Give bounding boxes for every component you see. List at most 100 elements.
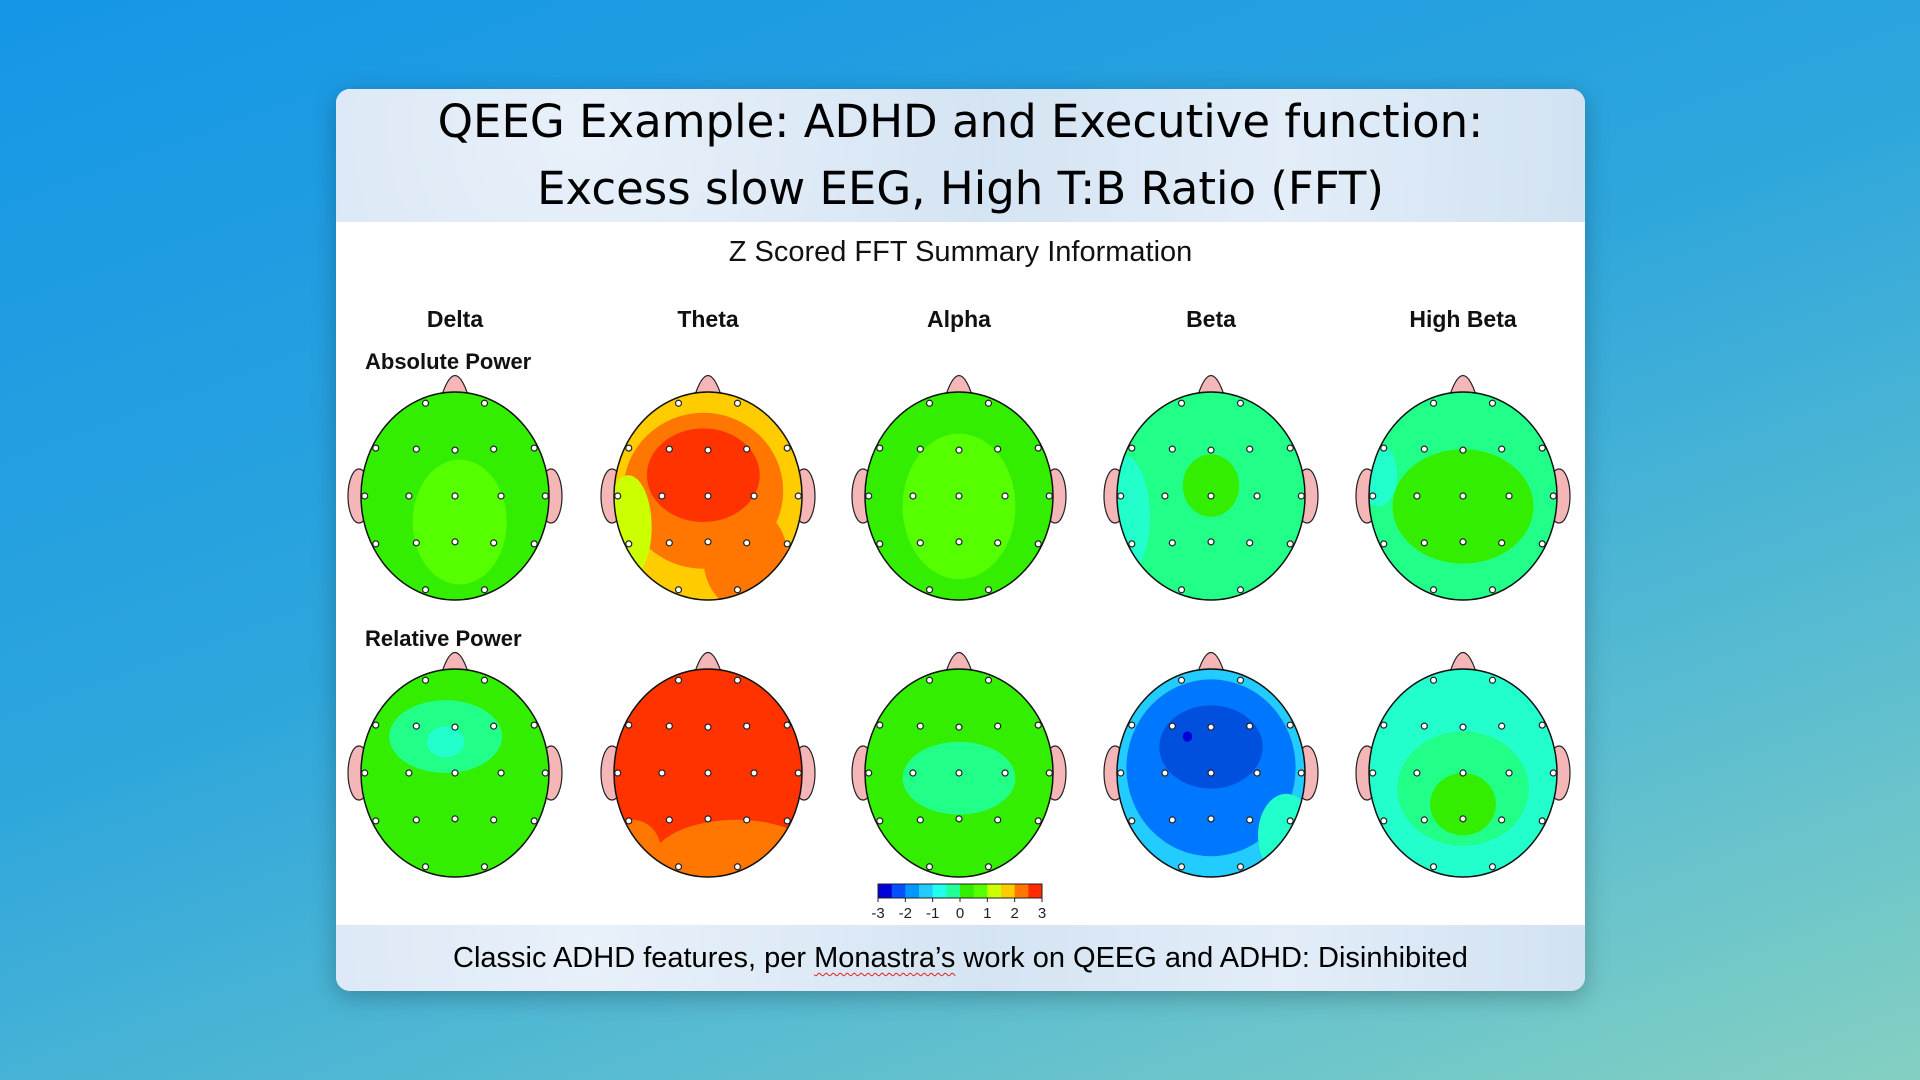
- electrode: [1161, 769, 1169, 777]
- footer-text-start: Classic ADHD features, per: [453, 942, 815, 974]
- electrode: [480, 399, 489, 407]
- electrode: [1207, 492, 1215, 500]
- row-label-relative-power: Relative Power: [365, 626, 522, 651]
- electrode: [994, 539, 1002, 547]
- electrode: [480, 676, 489, 684]
- electrode: [1177, 399, 1186, 407]
- head-map-theta-absolute: [600, 374, 816, 601]
- electrode: [1286, 540, 1294, 548]
- colorbar-segment: [946, 884, 961, 898]
- electrode: [1380, 540, 1388, 548]
- head-outline: [1116, 391, 1306, 601]
- electrode: [1246, 445, 1254, 453]
- electrode: [674, 586, 683, 594]
- electrode: [665, 539, 673, 547]
- head-outline: [613, 668, 803, 878]
- electrode: [405, 769, 413, 777]
- map-region: [651, 819, 802, 877]
- electrode: [733, 399, 742, 407]
- electrode: [1034, 817, 1042, 825]
- electrode: [490, 445, 498, 453]
- electrode: [1549, 769, 1557, 777]
- electrode: [955, 723, 963, 731]
- electrode: [955, 769, 963, 777]
- electrode: [1177, 676, 1186, 684]
- colorbar-segment: [891, 884, 906, 898]
- spellcheck-flagged-word[interactable]: Monastra’s: [814, 942, 956, 974]
- row-label-absolute-power: Absolute Power: [365, 349, 532, 374]
- colorbar-tick-label: -3: [871, 905, 884, 922]
- electrode: [865, 492, 873, 500]
- colorbar-tick-label: -2: [899, 905, 912, 922]
- electrode: [1001, 492, 1009, 500]
- electrode: [665, 722, 673, 730]
- electrode: [1429, 676, 1438, 684]
- electrode: [665, 445, 673, 453]
- electrode: [1459, 769, 1467, 777]
- electrode: [916, 445, 924, 453]
- electrode: [1429, 863, 1438, 871]
- electrode: [1161, 492, 1169, 500]
- colorbar-segment: [960, 884, 975, 898]
- electrode: [1168, 445, 1176, 453]
- electrode: [421, 399, 430, 407]
- colorbar-tick-label: 3: [1038, 905, 1046, 922]
- electrode: [497, 769, 505, 777]
- electrode: [530, 444, 538, 452]
- electrode: [984, 863, 993, 871]
- electrode: [743, 816, 751, 824]
- electrode: [733, 586, 742, 594]
- electrode: [421, 676, 430, 684]
- electrode: [704, 815, 712, 823]
- electrode: [925, 863, 934, 871]
- electrode: [876, 721, 884, 729]
- electrode: [1538, 444, 1546, 452]
- electrode: [955, 538, 963, 546]
- slide: QEEG Example: ADHD and Executive functio…: [336, 89, 1585, 991]
- head-outline: [1116, 668, 1306, 878]
- electrode: [665, 816, 673, 824]
- electrode: [1498, 445, 1506, 453]
- colorbar-segment: [919, 884, 934, 898]
- electrode: [1498, 539, 1506, 547]
- electrode: [1459, 446, 1467, 454]
- electrode: [1207, 446, 1215, 454]
- colorbar-tick-label: 1: [983, 905, 991, 922]
- footer-band: Classic ADHD features, per Monastra’s wo…: [336, 925, 1585, 991]
- electrode: [909, 769, 917, 777]
- electrode: [372, 444, 380, 452]
- electrode: [955, 815, 963, 823]
- electrode: [451, 492, 459, 500]
- colorbar-tick-label: -1: [926, 905, 939, 922]
- electrode: [1380, 721, 1388, 729]
- electrode: [658, 492, 666, 500]
- electrode: [733, 676, 742, 684]
- electrode: [451, 723, 459, 731]
- electrode: [658, 769, 666, 777]
- electrode: [1034, 540, 1042, 548]
- colorbar-tick-label: 0: [956, 905, 964, 922]
- electrode: [1207, 538, 1215, 546]
- head-map-alpha-absolute: [851, 374, 1067, 601]
- electrode: [412, 722, 420, 730]
- electrode: [1045, 769, 1053, 777]
- electrode: [743, 445, 751, 453]
- electrode: [1286, 444, 1294, 452]
- electrode: [1488, 863, 1497, 871]
- electrode: [1001, 769, 1009, 777]
- electrode: [994, 445, 1002, 453]
- electrode: [925, 399, 934, 407]
- electrode: [1246, 722, 1254, 730]
- slide-title-line-1: QEEG Example: ADHD and Executive functio…: [437, 95, 1484, 148]
- electrode: [1177, 586, 1186, 594]
- electrode: [490, 816, 498, 824]
- electrode: [421, 863, 430, 871]
- colorbar-segment: [1028, 884, 1043, 898]
- electrode: [750, 769, 758, 777]
- electrode: [1236, 399, 1245, 407]
- electrode: [1538, 721, 1546, 729]
- electrode: [704, 446, 712, 454]
- electrode: [916, 816, 924, 824]
- electrode: [994, 816, 1002, 824]
- colorbar-segment: [1001, 884, 1016, 898]
